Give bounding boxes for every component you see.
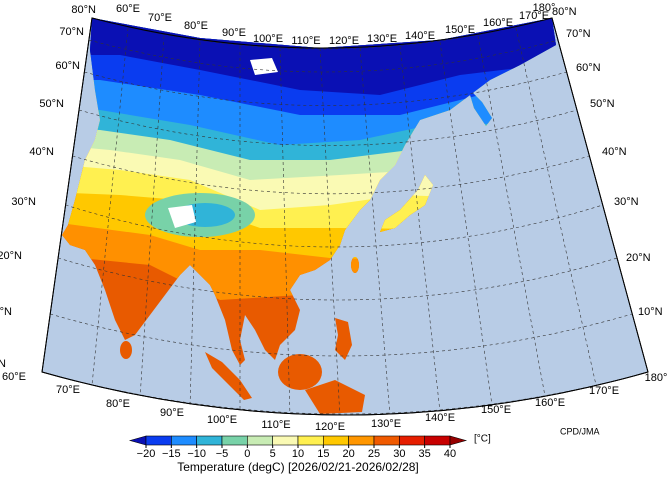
parallel (78, 109, 578, 146)
lon-label: 150°E (445, 24, 475, 36)
meridian (359, 47, 391, 415)
parallel (50, 313, 633, 357)
lon-label: 110°E (261, 419, 290, 431)
colorbar-tick-label: 25 (368, 448, 380, 460)
colorbar-tick-label: 40 (444, 448, 456, 460)
map-frame (41, 17, 649, 416)
colorbar-tick-label: 30 (393, 448, 405, 460)
parallel (65, 204, 603, 248)
lat-label: 40°N (602, 146, 627, 158)
colorbar-segment (424, 435, 451, 446)
lat-label: 80°N (552, 6, 577, 18)
meridian (477, 35, 546, 397)
colorbar-tick-label: −15 (162, 448, 181, 460)
meridian (515, 27, 597, 386)
lat-label: 70°N (59, 26, 84, 38)
lat-label: 10°N (0, 306, 12, 318)
colorbar-tick-label: 20 (343, 448, 355, 460)
lat-label: 60°N (55, 60, 80, 72)
colorbar-segment (399, 435, 425, 446)
lat-label: 50°N (590, 98, 615, 110)
colorbar-tick-label: −20 (137, 448, 156, 460)
lat-label: 70°N (566, 28, 591, 40)
colorbar-tick-label: 10 (292, 448, 304, 460)
lon-label: 100°E (253, 33, 283, 45)
parallel (88, 39, 559, 73)
lon-label: 80°E (106, 398, 130, 410)
meridian (279, 47, 291, 415)
lon-label: 110°E (291, 35, 320, 47)
colorbar-segment (145, 435, 172, 446)
lon-label: 80°E (184, 20, 208, 32)
lat-label: 20°N (626, 252, 651, 264)
lat-label: 30°N (11, 196, 36, 208)
lon-label: 180° (645, 372, 668, 384)
colorbar-segment (323, 435, 349, 446)
colorbar-tick-label: 0 (244, 448, 250, 460)
lat-label: 50°N (39, 98, 64, 110)
colorbar-tick-label: 5 (270, 448, 276, 460)
colorbar-segment (373, 435, 400, 446)
colorbar-segment (297, 435, 324, 446)
graticule (42, 18, 648, 415)
colorbar-unit: [°C] (474, 434, 491, 445)
lon-label: 100°E (207, 414, 237, 426)
lon-label: 180° (533, 2, 556, 14)
lon-label: 140°E (425, 412, 455, 424)
credit: CPD/JMA (560, 426, 600, 436)
lon-label: 140°E (405, 30, 435, 42)
lat-label: 30°N (614, 196, 639, 208)
colorbar-segment (221, 435, 248, 446)
meridian (399, 45, 441, 413)
lon-label: 170°E (589, 385, 619, 397)
lon-label: 120°E (329, 35, 359, 47)
colorbar-tick-label: 35 (419, 448, 431, 460)
colorbar-segment (196, 435, 223, 446)
meridian (189, 41, 201, 409)
lon-label: 70°E (56, 384, 80, 396)
lon-label: 150°E (481, 404, 511, 416)
parallel (84, 71, 567, 106)
lon-label: 160°E (535, 397, 565, 409)
colorbar-segment (348, 435, 375, 446)
lon-label: 60°E (2, 371, 26, 383)
meridian (139, 35, 165, 399)
lon-label: 130°E (371, 418, 401, 430)
lon-label: 120°E (315, 421, 345, 433)
parallel (72, 155, 590, 195)
colorbar-over (449, 435, 468, 446)
colorbar-under (128, 435, 147, 446)
colorbar-title: Temperature (degC) [2026/02/21-2026/02/2… (177, 460, 419, 474)
lon-label: 130°E (367, 33, 397, 45)
lat-label: 10°N (638, 306, 663, 318)
parallel (58, 257, 618, 301)
lat-label: 80°N (71, 4, 96, 16)
lat-label: 0°N (0, 358, 6, 370)
colorbar-segment (272, 435, 299, 446)
missing-data (250, 58, 278, 75)
lat-label: 60°N (576, 62, 601, 74)
lon-label: 90°E (222, 27, 246, 39)
lon-label: 70°E (148, 12, 172, 24)
colorbar-tick-label: −5 (216, 448, 229, 460)
colorbar-tick-label: −10 (187, 448, 206, 460)
colorbar-tick-label: 15 (317, 448, 329, 460)
colorbar-segment (247, 435, 273, 446)
lon-label: 90°E (160, 407, 184, 419)
lon-label: 160°E (483, 17, 513, 29)
lat-label: 20°N (0, 250, 22, 262)
lat-label: 40°N (29, 146, 54, 158)
parallel (42, 371, 648, 415)
meridian (439, 41, 493, 406)
colorbar-segment (171, 435, 197, 446)
lon-label: 60°E (116, 3, 140, 15)
lon-label: 170°E (519, 10, 549, 22)
meridian (319, 47, 341, 415)
missing-data (168, 205, 196, 228)
